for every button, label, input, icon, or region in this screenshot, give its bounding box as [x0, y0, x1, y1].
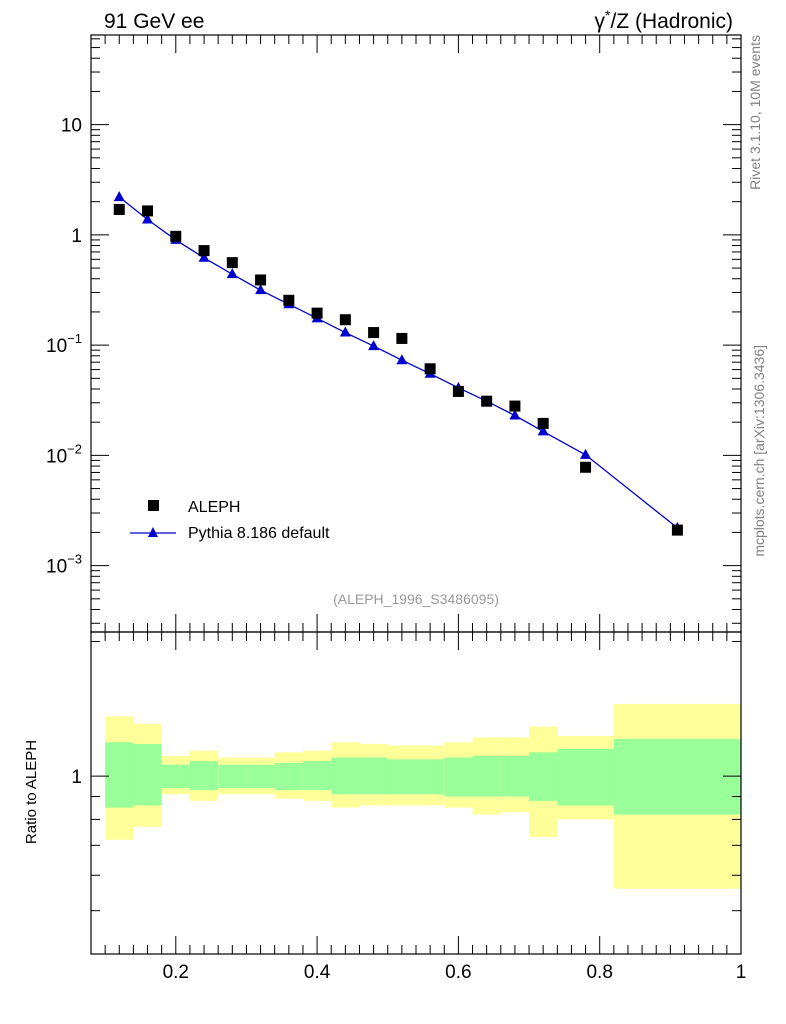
header-left-title: 91 GeV ee: [104, 10, 204, 33]
data-point: [226, 257, 238, 269]
ratio-ylabel: Ratio to ALEPH: [23, 740, 40, 844]
ratio-band-inner: [387, 759, 416, 795]
data-point: [142, 205, 154, 217]
data-point: [368, 327, 380, 339]
title-gamma: γ: [595, 10, 606, 33]
mc-point: [255, 284, 267, 295]
mc-point: [142, 213, 154, 224]
main-panel-frame: [90, 34, 742, 633]
mc-point: [198, 251, 210, 262]
data-point: [255, 274, 267, 286]
ratio-y-tick-label: 1: [71, 767, 82, 788]
title-star: *: [605, 7, 611, 23]
y-tick-label: 10−2: [46, 441, 82, 467]
y-tick-base: 10: [61, 116, 82, 137]
ratio-band-inner: [500, 755, 530, 797]
ratio-band-inner: [331, 757, 360, 795]
ratio-band-inner: [472, 755, 501, 797]
y-tick-label: 10−1: [46, 331, 82, 357]
x-tick-label: 0.2: [163, 962, 189, 983]
y-tick-label: 10−3: [46, 552, 82, 578]
ratio-bands: [105, 703, 741, 889]
ratio-band-inner: [133, 743, 162, 806]
mc-point: [396, 354, 408, 365]
ratio-band-inner: [274, 762, 303, 791]
data-point: [339, 314, 351, 326]
y-tick-label: 10: [61, 116, 82, 137]
mc-point: [537, 425, 549, 436]
data-series: [113, 203, 683, 536]
x-tick-label: 0.4: [304, 962, 331, 983]
data-point: [481, 395, 493, 407]
y-tick-base: 1: [71, 226, 82, 247]
mc-point: [580, 448, 592, 459]
ratio-band-inner: [416, 759, 445, 795]
ratio-band-inner: [557, 748, 614, 806]
data-point: [424, 363, 436, 375]
header-right-title: γ*/Z (Hadronic): [595, 7, 733, 33]
ratio-band-inner: [246, 764, 275, 789]
data-point: [170, 230, 182, 242]
ratio-band-inner: [218, 764, 247, 789]
ratio-band-inner: [105, 742, 134, 808]
data-point: [509, 400, 521, 412]
legend-mc-marker: [148, 527, 158, 537]
data-point: [283, 294, 295, 306]
legend-data-marker: [148, 500, 159, 511]
x-tick-label: 0.6: [445, 962, 471, 983]
y-tick-exp: −1: [67, 331, 82, 346]
legend: ALEPH Pythia 8.186 default: [130, 499, 330, 542]
mc-point: [226, 268, 238, 279]
y-tick-label: 1: [71, 226, 82, 247]
y-tick-exp: −2: [67, 441, 82, 456]
data-point: [396, 332, 408, 344]
x-tick-label: 1: [736, 962, 747, 983]
title-rest: /Z (Hadronic): [610, 10, 733, 33]
mc-point: [509, 409, 521, 420]
mcplots-label: mcplots.cern.ch [arXiv:1306.3436]: [751, 345, 767, 557]
data-point: [580, 461, 592, 473]
data-point: [198, 245, 210, 257]
rivet-label: Rivet 3.1.10, 10M events: [747, 35, 763, 190]
data-point: [113, 203, 125, 215]
data-point: [671, 524, 683, 536]
ratio-band-inner: [529, 752, 558, 801]
ratio-band-inner: [189, 761, 219, 791]
y-tick-base: 10: [46, 557, 67, 578]
mc-series: [113, 191, 683, 532]
legend-mc-label: Pythia 8.186 default: [188, 525, 330, 542]
ratio-band-inner: [444, 757, 473, 797]
analysis-tag: (ALEPH_1996_S3486095): [333, 591, 499, 607]
mc-point: [113, 191, 125, 202]
y-tick-exp: −3: [67, 552, 82, 567]
mc-point: [368, 340, 380, 351]
legend-data-label: ALEPH: [188, 499, 240, 516]
mc-point: [339, 326, 351, 337]
data-point: [452, 385, 464, 397]
ratio-band-inner: [161, 764, 190, 789]
y-tick-base: 10: [46, 336, 67, 357]
ratio-band-inner: [359, 757, 388, 795]
data-point: [537, 417, 549, 429]
y-tick-base: 10: [46, 446, 67, 467]
ratio-band-inner: [302, 761, 332, 791]
axis-ticks: [90, 35, 742, 954]
data-point: [311, 307, 323, 319]
ratio-band-inner: [613, 739, 741, 815]
x-tick-label: 0.8: [586, 962, 612, 983]
